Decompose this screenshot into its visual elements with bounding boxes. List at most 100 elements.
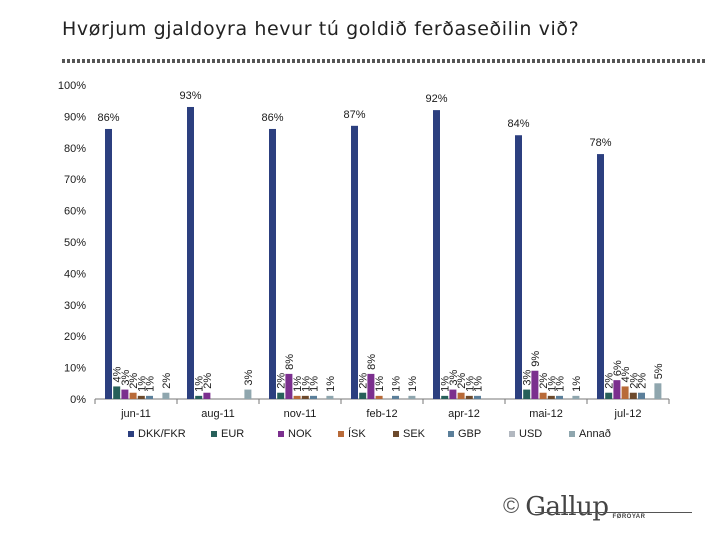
data-label: 1% [391, 376, 403, 392]
data-labels: 86%93%86% 87%92%84%78%4%1% 2% 2% 1% 3% 2%3% 2%8… [97, 90, 664, 392]
x-tick-label: nov-11 [284, 408, 317, 420]
y-tick-label: 40% [64, 268, 86, 280]
bar [129, 392, 137, 399]
copyright-symbol: © [503, 493, 520, 518]
y-tick-label: 80% [64, 143, 86, 155]
data-label: 2% [276, 373, 288, 389]
legend-label: DKK/FKR [138, 428, 186, 440]
data-label: 2% [628, 373, 640, 389]
logo-subtitle: FØROYAR [612, 514, 646, 520]
data-label: 1% [571, 376, 583, 392]
bar [195, 395, 203, 399]
data-label: 2% [128, 373, 140, 389]
bar [105, 128, 112, 399]
data-label: 5% [653, 363, 665, 379]
legend-swatch [211, 431, 217, 437]
legend-item: SEK [393, 428, 425, 440]
bar [277, 392, 285, 399]
chart-title: Hvørjum gjaldoyra hevur tú goldið ferðas… [62, 18, 580, 40]
y-tick-label: 100% [58, 80, 86, 92]
bar [654, 383, 662, 399]
bar [137, 395, 145, 399]
y-tick-label: 30% [64, 300, 86, 312]
bar [301, 395, 309, 399]
bar [113, 386, 121, 399]
legend-label: GBP [458, 428, 482, 440]
bar [433, 110, 440, 400]
y-tick-label: 60% [64, 206, 86, 218]
data-label: 2% [637, 373, 649, 389]
bar [539, 392, 547, 399]
logo-underline [535, 512, 692, 513]
data-label: 92% [425, 93, 447, 105]
data-label: 1% [325, 376, 337, 392]
bar [392, 395, 399, 399]
y-tick-label: 10% [64, 363, 86, 375]
data-label: 1% [555, 376, 567, 392]
bar [408, 395, 416, 399]
title-divider [62, 59, 705, 63]
legend-label: ÍSK [348, 428, 366, 440]
legend-label: Annað [579, 428, 611, 440]
data-label: 4% [620, 366, 632, 382]
data-label: 1% [194, 376, 206, 392]
legend-item: ÍSK [338, 428, 366, 440]
bar [310, 395, 317, 399]
legend-item: Annað [569, 428, 611, 440]
data-label: 1% [292, 376, 304, 392]
data-label: 1% [546, 376, 558, 392]
bar [465, 395, 473, 399]
data-label: 84% [507, 118, 529, 130]
bar [326, 395, 334, 399]
legend-swatch [569, 431, 575, 437]
bar [449, 389, 457, 399]
bar [572, 395, 580, 399]
bar [613, 380, 621, 399]
bar [474, 395, 481, 399]
bar [441, 395, 449, 399]
legend-item: DKK/FKR [128, 428, 186, 440]
bar [597, 154, 604, 399]
data-label: 93% [179, 90, 201, 102]
data-label: 1% [309, 376, 321, 392]
y-tick-label: 70% [64, 174, 86, 186]
bar [457, 392, 465, 399]
data-label: 1% [407, 376, 419, 392]
bar [293, 395, 301, 399]
data-label: 2% [456, 373, 468, 389]
bar [203, 392, 211, 399]
legend-item: GBP [448, 428, 481, 440]
data-label: 1% [300, 376, 312, 392]
bar [515, 135, 522, 400]
x-tick-label: mai-12 [529, 408, 563, 420]
y-tick-label: 20% [64, 331, 86, 343]
data-label: 1% [473, 376, 485, 392]
data-label: 6% [612, 360, 624, 376]
data-label: 1% [374, 376, 386, 392]
gallup-logo: © Gallup FØROYAR [503, 493, 646, 521]
x-tick-label: jun-11 [120, 408, 151, 420]
bar [638, 392, 645, 399]
data-label: 3% [448, 369, 460, 385]
legend-swatch [393, 431, 399, 437]
x-tick-label: feb-12 [366, 408, 397, 420]
bar-chart: 0% 10% 20% 30% 40% 50% 60% 70% 80% 90% 100% jun-11… [58, 80, 670, 420]
legend-item: EUR [211, 428, 244, 440]
legend-label: NOK [288, 428, 312, 440]
data-label: 2% [604, 373, 616, 389]
data-label: 3% [522, 369, 534, 385]
legend-item: USD [509, 428, 542, 440]
bar [621, 386, 629, 399]
y-axis: 0% 10% 20% 30% 40% 50% 60% 70% 80% 90% 100% [58, 80, 86, 406]
bar [605, 392, 613, 399]
data-label: 1% [145, 376, 157, 392]
legend-item: NOK [278, 428, 312, 440]
x-tick-label: jul-12 [614, 408, 642, 420]
data-label: 1% [464, 376, 476, 392]
data-label: 8% [284, 354, 296, 370]
y-tick-label: 0% [70, 394, 86, 406]
bar [285, 373, 293, 399]
data-label: 2% [538, 373, 550, 389]
bar [375, 395, 383, 399]
bar [351, 125, 358, 399]
